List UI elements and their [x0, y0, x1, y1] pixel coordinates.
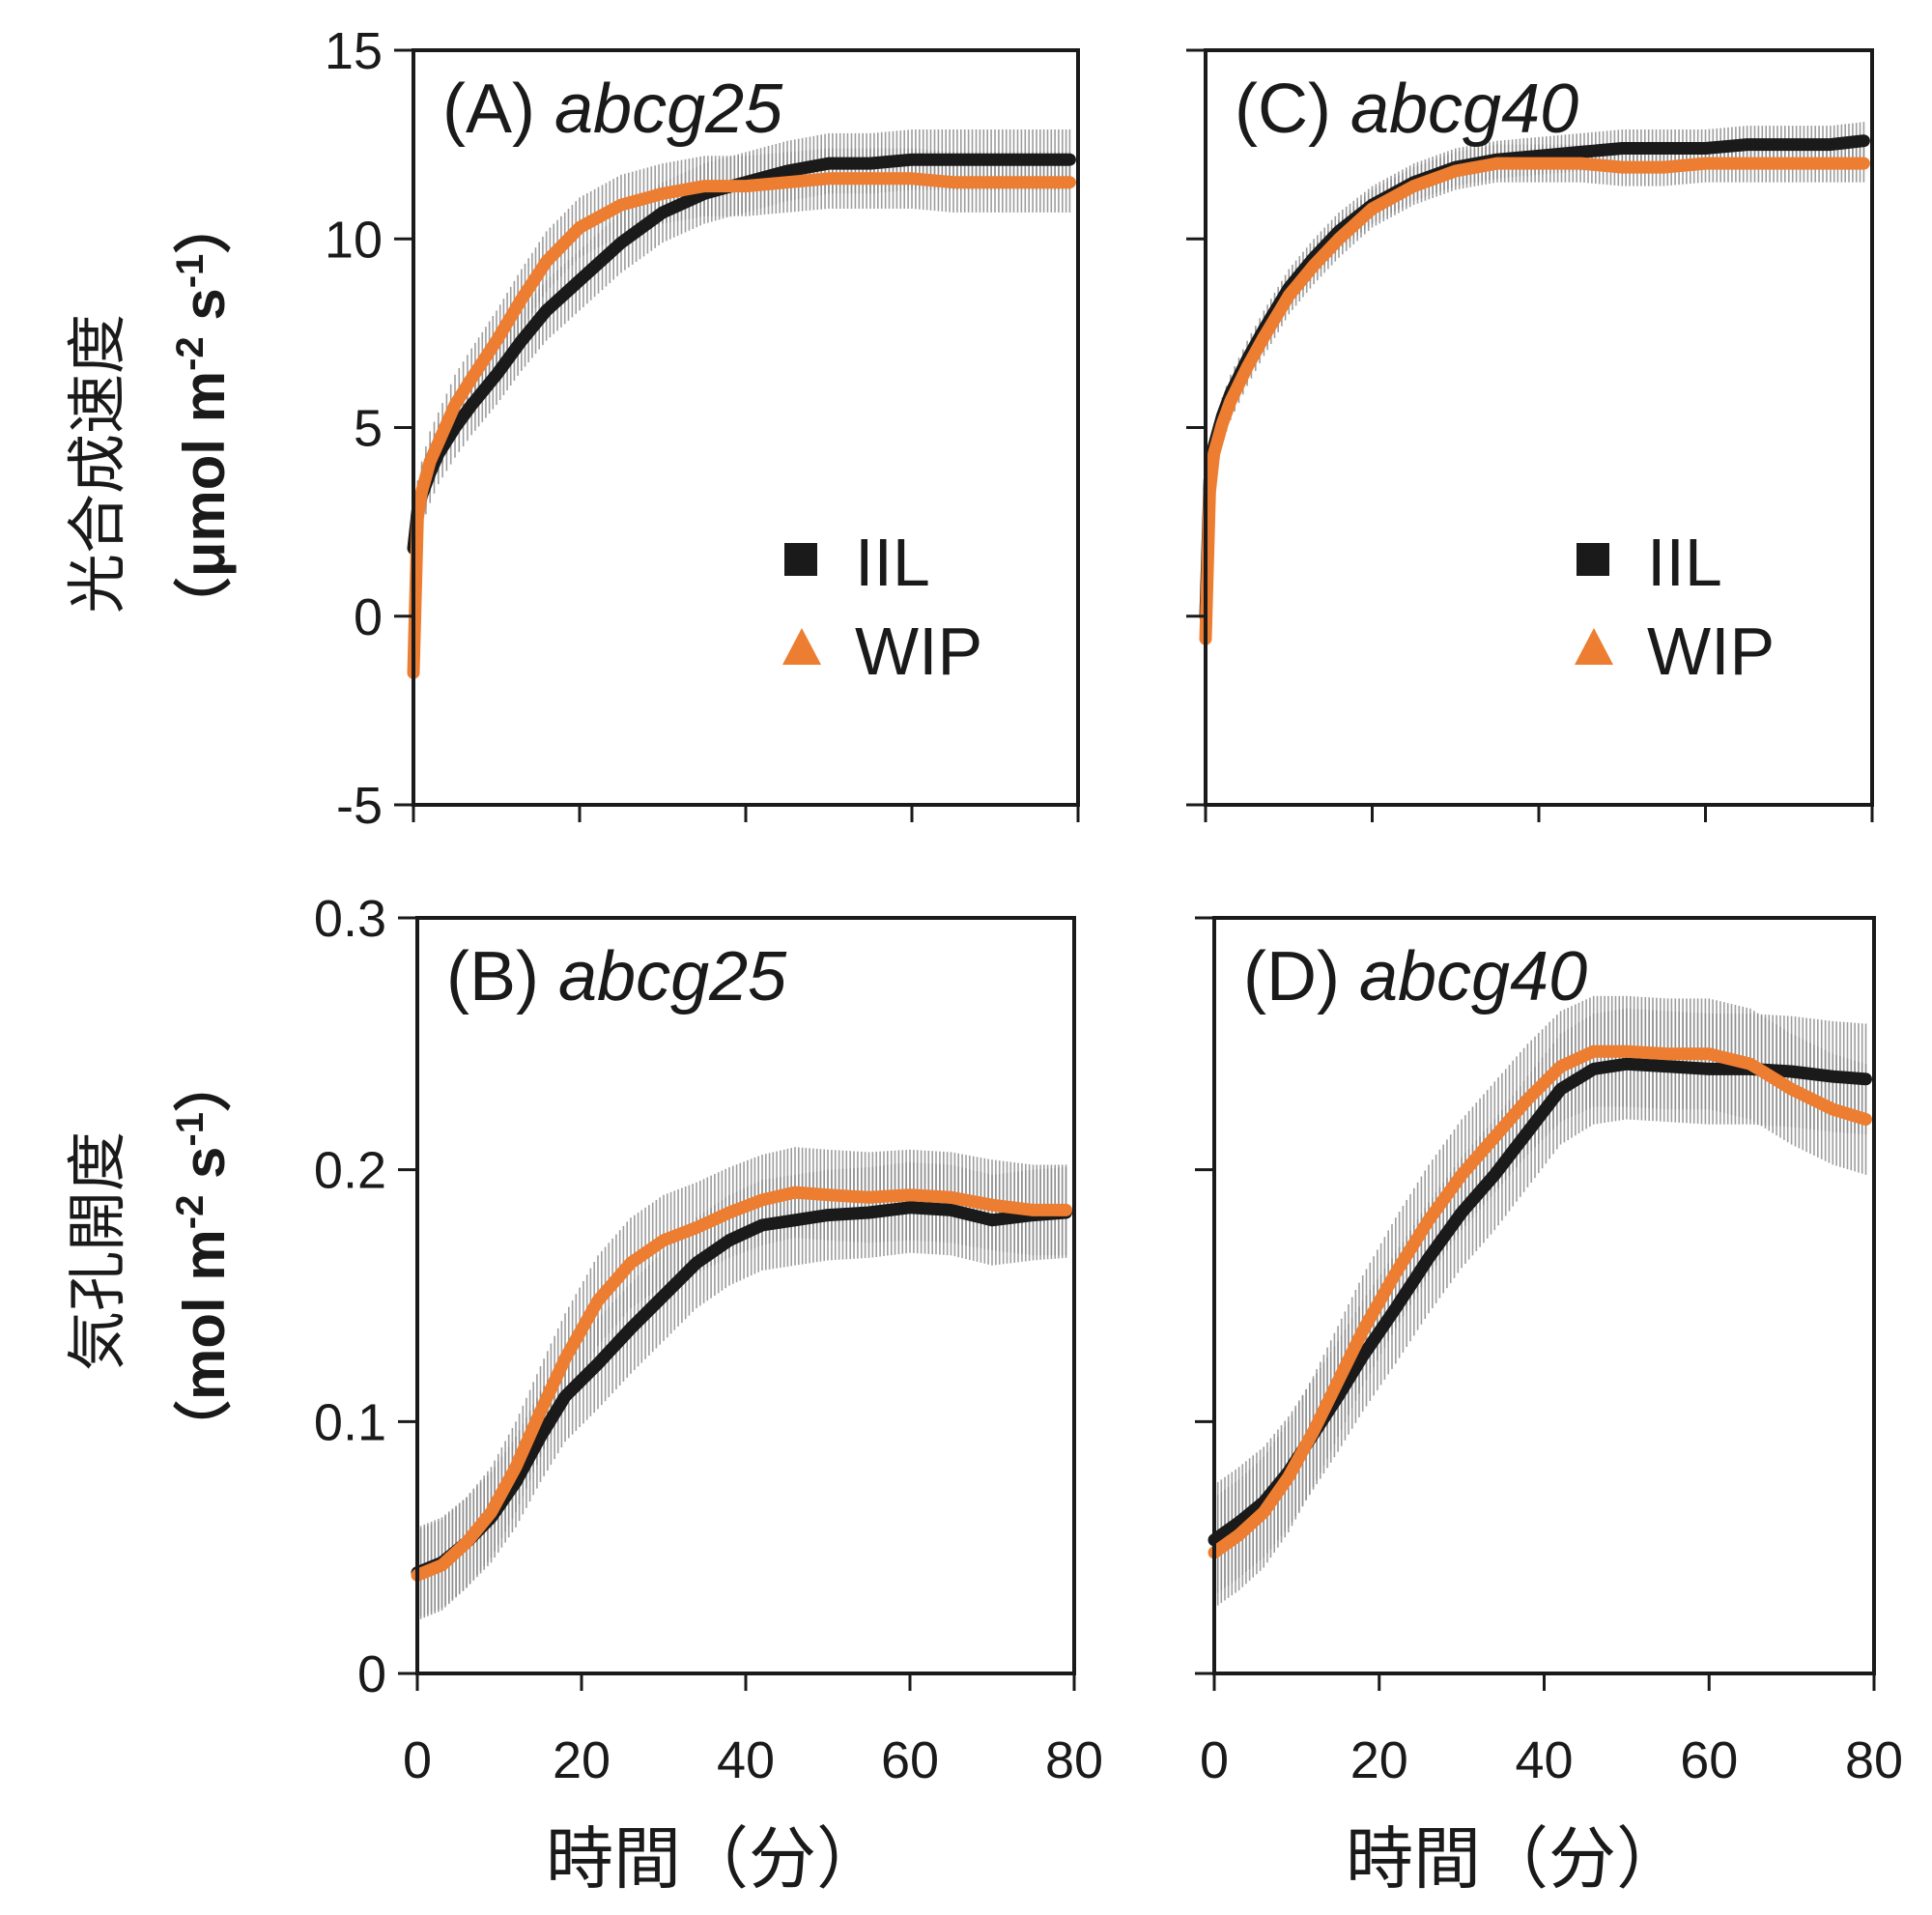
legend-label-wip: WIP — [855, 614, 982, 689]
y-title-top-sup1: -2 — [169, 336, 212, 371]
y-tick-label: 10 — [325, 211, 383, 269]
legend-square-marker-icon — [1577, 543, 1609, 576]
legend-triangle-marker-icon — [782, 628, 821, 665]
panel-letter: (A) — [442, 71, 554, 148]
y-title-bottom-unit-a: mol m — [172, 1229, 237, 1400]
x-tick-label: 60 — [1680, 1731, 1738, 1789]
panel-gene: abcg40 — [1350, 71, 1578, 148]
y-tick-label: 0 — [357, 1645, 386, 1703]
y-title-top-sup2: -1 — [169, 254, 212, 289]
panel-label: (C) abcg40 — [1235, 71, 1578, 148]
x-tick-label: 40 — [1515, 1731, 1573, 1789]
legend: IIL WIP — [782, 525, 982, 689]
series-line-wip — [411, 1186, 1072, 1582]
panel-d: 0 20 40 60 80 (D) abcg40 — [1195, 916, 1903, 1789]
x-tick-label: 20 — [553, 1731, 611, 1789]
legend: IIL WIP — [1575, 525, 1775, 689]
plot-frame — [415, 916, 1076, 1675]
error-bars-c — [1205, 122, 1865, 658]
y-tick-label: 0.3 — [314, 890, 386, 948]
y-tick-label: 5 — [354, 400, 383, 458]
y-title-top-unit-b: s — [172, 288, 237, 336]
y-title-bottom-sup2: -1 — [169, 1112, 212, 1147]
legend-label-iil: IIL — [1647, 525, 1722, 600]
x-title-left: 時間（分） — [546, 1819, 884, 1899]
panel-b: 0 0.1 0.2 0.3 0 20 40 60 80 (B) abcg25 — [314, 890, 1103, 1789]
y-title-bottom-paren-close: ） — [172, 1054, 237, 1112]
x-tick-label: 60 — [881, 1731, 939, 1789]
y-title-bottom-sup1: -2 — [169, 1195, 212, 1230]
series-line-iil — [407, 153, 1076, 555]
y-title-top-paren-close: ） — [172, 196, 237, 254]
y-title-top-paren-open: （ — [172, 577, 237, 635]
panel-letter: (D) — [1243, 938, 1359, 1015]
legend-square-marker-icon — [784, 543, 817, 576]
y-title-top-main: 光合成速度 — [62, 314, 132, 614]
series-line-iil — [1199, 134, 1870, 623]
x-tick-label: 40 — [717, 1731, 775, 1789]
x-tick-label: 80 — [1845, 1731, 1903, 1789]
x-tick-label: 80 — [1045, 1731, 1103, 1789]
panel-c: (C) abcg40 IIL WIP — [1186, 48, 1874, 822]
y-title-bottom-unit-b: s — [172, 1147, 237, 1195]
panel-letter: (B) — [446, 938, 558, 1015]
y-title-top-unit: （μmol m-2 s-1） — [169, 196, 237, 636]
series-line-wip — [1208, 1044, 1872, 1559]
y-tick-label: 0.1 — [314, 1393, 386, 1451]
panel-label: (A) abcg25 — [442, 71, 783, 148]
x-tick-label: 20 — [1350, 1731, 1408, 1789]
series-line-wip — [1199, 157, 1870, 645]
series-line-iil — [1208, 1057, 1872, 1547]
panel-label: (B) abcg25 — [446, 938, 787, 1015]
panel-a: -5 0 5 10 15 (A) abcg25 IIL WIP — [325, 22, 1080, 835]
y-tick-label: 0.2 — [314, 1142, 386, 1200]
legend-label-wip: WIP — [1647, 614, 1775, 689]
series-line-iil — [411, 1201, 1072, 1580]
y-title-top-unit-a: μmol m — [172, 371, 237, 577]
y-tick-label: -5 — [336, 777, 383, 835]
x-tick-label: 0 — [403, 1731, 432, 1789]
y-title-bottom-main: 気孔開度 — [62, 1131, 132, 1371]
y-tick-label: 15 — [325, 22, 383, 80]
panel-letter: (C) — [1235, 71, 1350, 148]
series-line-wip — [407, 172, 1076, 679]
legend-label-iil: IIL — [855, 525, 930, 600]
panel-gene: abcg40 — [1359, 938, 1587, 1015]
x-tick-label: 0 — [1200, 1731, 1229, 1789]
panel-gene: abcg25 — [554, 71, 783, 148]
panel-label: (D) abcg40 — [1243, 938, 1587, 1015]
plot-frame — [1212, 916, 1876, 1675]
panel-gene: abcg25 — [558, 938, 787, 1015]
y-title-bottom-paren-open: （ — [172, 1400, 237, 1458]
y-tick-label: 0 — [354, 588, 383, 646]
x-title-right: 時間（分） — [1346, 1819, 1684, 1899]
legend-triangle-marker-icon — [1575, 628, 1613, 665]
y-title-bottom-unit: （mol m-2 s-1） — [169, 1054, 237, 1458]
